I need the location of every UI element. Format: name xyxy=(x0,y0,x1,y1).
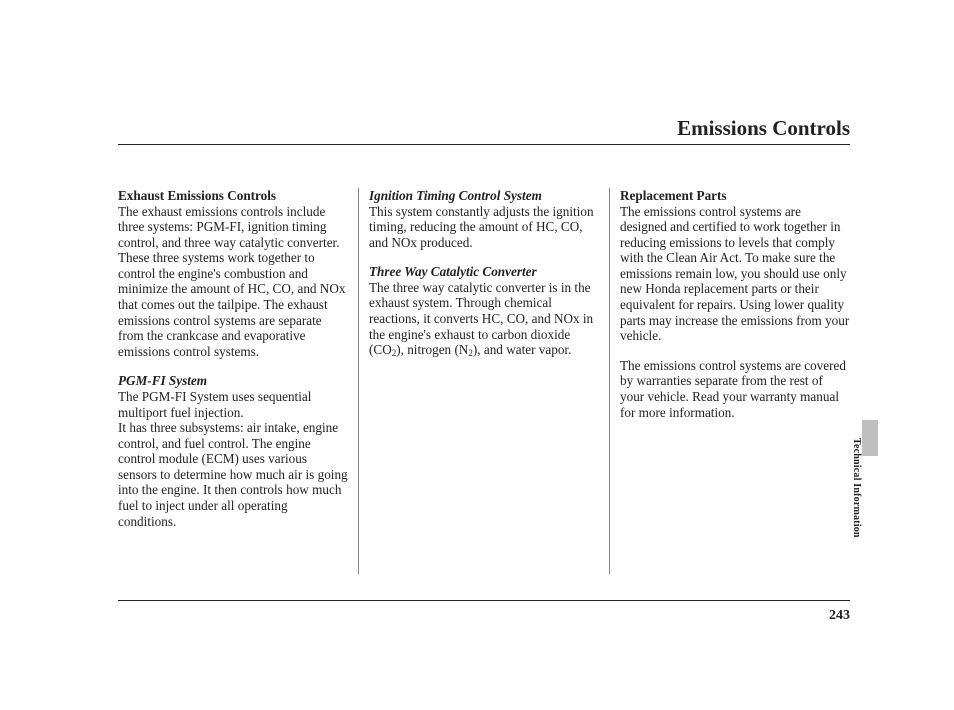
manual-page: Emissions Controls Exhaust Emissions Con… xyxy=(0,0,954,710)
footer-rule xyxy=(118,600,850,601)
column-1: Exhaust Emissions Controls The exhaust e… xyxy=(118,188,348,574)
text-ignition-body: This system constantly adjusts the ignit… xyxy=(369,204,594,250)
heading-replacement: Replacement Parts xyxy=(620,188,727,203)
text-catalytic-post: ), and water vapor. xyxy=(473,342,572,357)
text-catalytic-mid: ), nitrogen (N xyxy=(396,342,468,357)
heading-catalytic: Three Way Catalytic Converter xyxy=(369,264,537,279)
text-pgmfi-b: It has three subsystems: air intake, eng… xyxy=(118,420,348,528)
content-columns: Exhaust Emissions Controls The exhaust e… xyxy=(118,188,850,574)
heading-pgmfi: PGM-FI System xyxy=(118,373,207,388)
page-number: 243 xyxy=(829,608,850,624)
page-title: Emissions Controls xyxy=(677,116,850,141)
heading-exhaust: Exhaust Emissions Controls xyxy=(118,188,276,203)
section-ignition: Ignition Timing Control System This syst… xyxy=(369,188,599,250)
text-co2-sub: 2 xyxy=(392,348,397,358)
section-exhaust: Exhaust Emissions Controls The exhaust e… xyxy=(118,188,348,359)
text-pgmfi-a: The PGM-FI System uses sequential multip… xyxy=(118,389,311,420)
section-catalytic: Three Way Catalytic Converter The three … xyxy=(369,264,599,357)
section-side-label: Technical Information xyxy=(851,438,862,538)
thumb-tab xyxy=(862,420,878,456)
text-exhaust-body: The exhaust emissions controls include t… xyxy=(118,204,345,359)
column-3: Replacement Parts The emissions control … xyxy=(620,188,850,574)
text-replacement-body: The emissions control systems are design… xyxy=(620,204,849,344)
column-2: Ignition Timing Control System This syst… xyxy=(369,188,599,574)
section-pgmfi: PGM-FI System The PGM-FI System uses seq… xyxy=(118,373,348,529)
section-replacement: Replacement Parts The emissions control … xyxy=(620,188,850,344)
section-warranty: The emissions control systems are covere… xyxy=(620,358,850,420)
column-separator-1 xyxy=(358,188,359,574)
column-separator-2 xyxy=(609,188,610,574)
text-warranty-body: The emissions control systems are covere… xyxy=(620,358,846,420)
heading-ignition: Ignition Timing Control System xyxy=(369,188,542,203)
title-rule xyxy=(118,144,850,145)
text-n2-sub: 2 xyxy=(468,348,473,358)
